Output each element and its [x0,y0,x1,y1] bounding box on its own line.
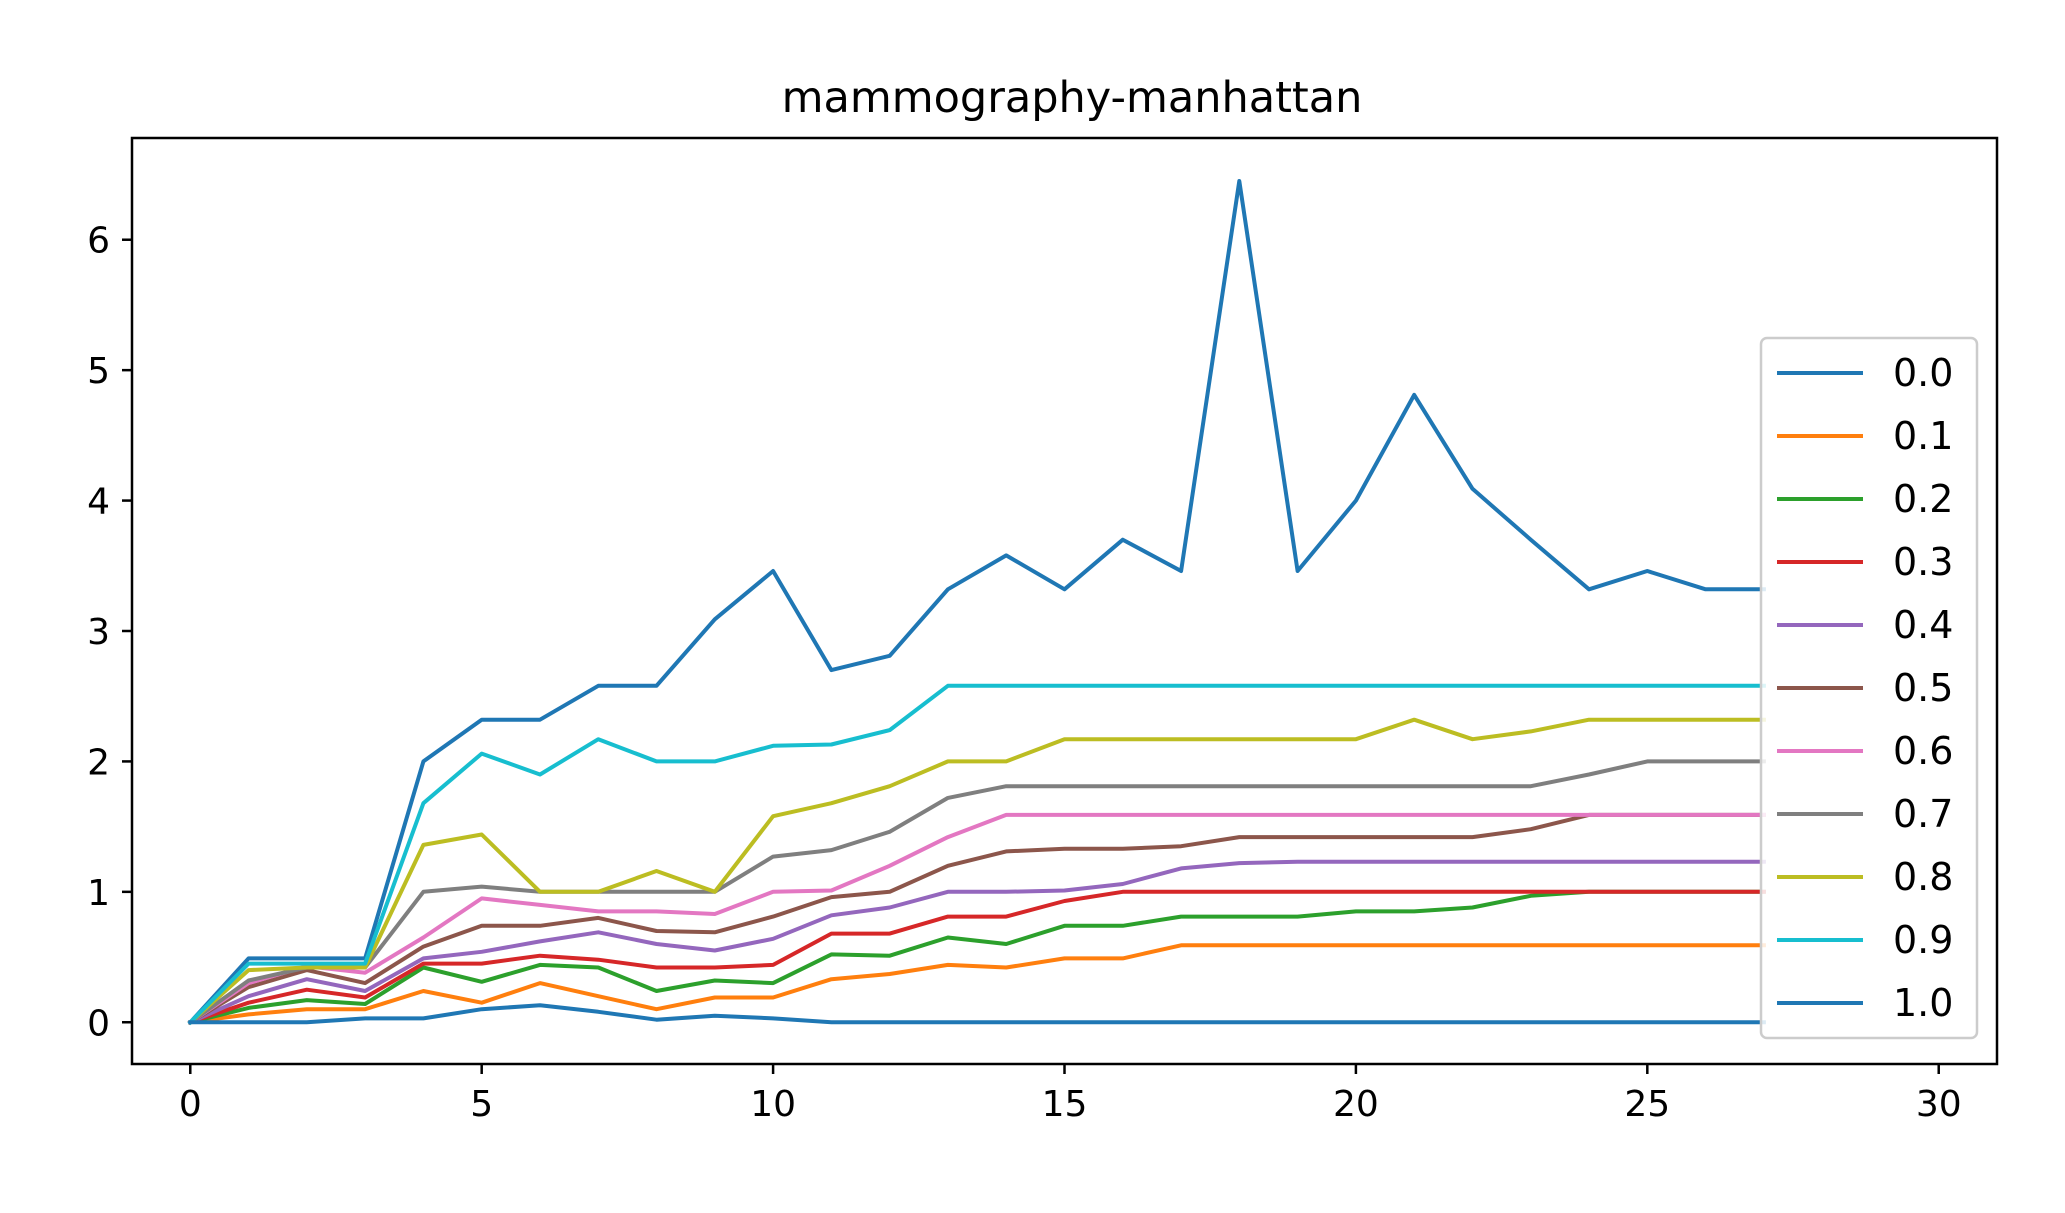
legend-label: 0.5 [1893,666,1953,710]
y-tick-label: 3 [87,612,110,653]
legend-item: 0.2 [1777,477,1953,521]
legend-item: 0.8 [1777,855,1953,899]
x-tick-label: 20 [1333,1084,1379,1125]
y-axis: 0 1 2 3 4 5 6 [87,221,132,1044]
series-line-0.5 [187,812,1766,1026]
y-tick-label: 6 [87,221,110,262]
legend-label: 1.0 [1893,981,1953,1025]
legend-item: 0.5 [1777,666,1953,710]
legend-box [1759,336,1979,1040]
series-line-0.7 [187,759,1766,1026]
series-line-0.0 [187,179,1766,1026]
series-line-0.3 [187,889,1766,1025]
legend-label: 0.8 [1893,855,1953,899]
series-line-0.9 [187,683,1766,1026]
legend-item: 0.1 [1777,414,1953,458]
legend-item: 0.3 [1777,540,1953,584]
series-line-0.4 [187,859,1766,1025]
x-tick-label: 25 [1624,1084,1670,1125]
legend-label: 0.0 [1893,351,1953,395]
y-tick-label: 2 [87,742,110,783]
series-line-0.2 [187,889,1766,1025]
series-line-1.0 [188,1003,1766,1025]
legend-label: 0.3 [1893,540,1953,584]
legend-item: 0.4 [1777,603,1953,647]
legend: 0.0 0.1 0.2 0.3 0.4 0.5 0.6 0.7 0.8 0.9 1.0 [1759,336,1979,1040]
series-layer [187,179,1766,1026]
x-tick-label: 15 [1042,1084,1088,1125]
x-tick-label: 5 [470,1084,493,1125]
y-tick-label: 0 [87,1003,110,1044]
series-line-0.6 [187,812,1766,1026]
y-tick-label: 1 [87,873,110,914]
series-line-0.8 [187,717,1766,1026]
x-tick-label: 10 [750,1084,796,1125]
legend-label: 0.9 [1893,918,1953,962]
legend-item: 1.0 [1777,981,1953,1025]
chart-title: mammography-manhattan [782,73,1363,123]
x-tick-label: 30 [1916,1084,1962,1125]
legend-label: 0.2 [1893,477,1953,521]
legend-label: 0.6 [1893,729,1953,773]
x-tick-label: 0 [179,1084,202,1125]
legend-item: 0.0 [1777,351,1953,395]
legend-label: 0.4 [1893,603,1953,647]
legend-label: 0.1 [1893,414,1953,458]
y-tick-label: 4 [87,482,110,523]
legend-item: 0.9 [1777,918,1953,962]
legend-item: 0.6 [1777,729,1953,773]
series-line-0.1 [188,943,1766,1025]
legend-item: 0.7 [1777,792,1953,836]
y-tick-label: 5 [87,351,110,392]
x-axis: 0 5 10 15 20 25 30 [179,1064,1962,1125]
legend-label: 0.7 [1893,792,1953,836]
